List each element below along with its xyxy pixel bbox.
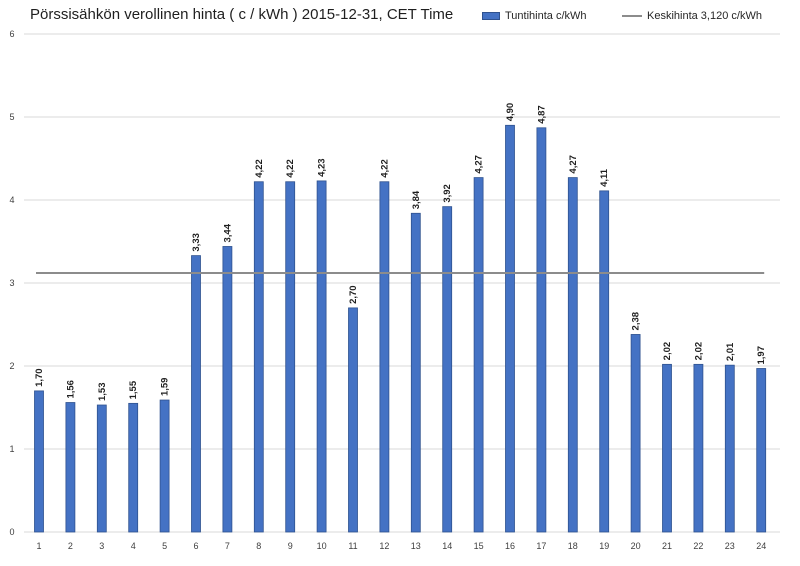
x-tick-label: 5 xyxy=(162,541,167,551)
x-tick-label: 14 xyxy=(442,541,452,551)
x-tick-label: 20 xyxy=(631,541,641,551)
x-tick-label: 10 xyxy=(317,541,327,551)
legend-bar-swatch xyxy=(482,12,500,20)
bar xyxy=(222,246,233,533)
bar xyxy=(379,181,390,533)
bar xyxy=(505,124,515,533)
data-label: 4,27 xyxy=(474,155,485,174)
data-label: 3,33 xyxy=(191,233,202,252)
data-label: 2,38 xyxy=(631,312,642,331)
x-tick-label: 15 xyxy=(474,541,484,551)
legend-item-hourly-price: Tuntihinta c/kWh xyxy=(482,10,587,22)
bar xyxy=(316,180,327,533)
data-label: 3,84 xyxy=(411,190,422,209)
bar xyxy=(410,212,421,533)
x-tick-label: 22 xyxy=(693,541,703,551)
data-label: 2,01 xyxy=(725,342,736,361)
bar xyxy=(191,255,201,533)
bar xyxy=(253,181,264,533)
x-tick-label: 7 xyxy=(225,541,230,551)
chart-title: Pörssisähkön verollinen hinta ( c / kWh … xyxy=(30,6,454,23)
data-label: 1,56 xyxy=(65,380,76,399)
bar xyxy=(693,363,704,533)
bar xyxy=(34,390,44,533)
bar xyxy=(65,402,76,533)
x-tick-label: 1 xyxy=(36,541,41,551)
y-tick-label: 1 xyxy=(9,444,14,454)
data-label: 4,22 xyxy=(285,159,296,178)
legend-label-hourly-price: Tuntihinta c/kWh xyxy=(505,10,587,22)
bar xyxy=(473,177,484,533)
data-label: 4,87 xyxy=(536,105,547,124)
bar xyxy=(536,127,547,533)
data-label: 1,70 xyxy=(34,368,45,387)
bar xyxy=(96,404,107,533)
x-tick-label: 24 xyxy=(756,541,766,551)
data-label: 4,22 xyxy=(254,159,265,178)
bar xyxy=(662,363,672,533)
x-tick-label: 4 xyxy=(131,541,136,551)
x-tick-label: 3 xyxy=(99,541,104,551)
x-tick-label: 2 xyxy=(68,541,73,551)
x-tick-label: 19 xyxy=(599,541,609,551)
data-label: 4,11 xyxy=(599,168,610,187)
data-label: 4,27 xyxy=(568,155,579,174)
x-tick-label: 8 xyxy=(256,541,261,551)
data-label: 1,53 xyxy=(97,383,108,402)
y-tick-label: 0 xyxy=(9,527,14,537)
legend-label-average-price: Keskihinta 3,120 c/kWh xyxy=(647,10,762,22)
data-label: 1,59 xyxy=(160,378,171,397)
x-tick-label: 6 xyxy=(193,541,198,551)
x-tick-label: 9 xyxy=(288,541,293,551)
bar xyxy=(128,402,139,533)
data-label: 1,55 xyxy=(128,380,139,399)
bar xyxy=(348,307,358,533)
data-label: 4,22 xyxy=(379,159,390,178)
x-tick-label: 18 xyxy=(568,541,578,551)
y-tick-label: 6 xyxy=(9,29,14,39)
x-tick-label: 23 xyxy=(725,541,735,551)
bar xyxy=(724,364,735,533)
y-tick-label: 3 xyxy=(9,278,14,288)
data-label: 1,97 xyxy=(756,346,767,365)
x-tick-label: 13 xyxy=(411,541,421,551)
data-label: 4,23 xyxy=(317,158,328,177)
bar xyxy=(756,368,767,533)
bar xyxy=(285,181,296,533)
data-label: 3,92 xyxy=(442,184,453,203)
x-tick-label: 11 xyxy=(348,541,357,551)
x-tick-label: 16 xyxy=(505,541,515,551)
x-tick-label: 21 xyxy=(662,541,672,551)
y-tick-label: 4 xyxy=(9,195,14,205)
bar xyxy=(630,334,641,533)
bar xyxy=(159,399,170,533)
y-tick-label: 2 xyxy=(9,361,14,371)
legend-item-average-price: Keskihinta 3,120 c/kWh xyxy=(622,10,762,22)
x-tick-label: 17 xyxy=(536,541,546,551)
data-label: 3,44 xyxy=(222,223,233,242)
x-tick-label: 12 xyxy=(379,541,389,551)
data-label: 4,90 xyxy=(505,103,516,122)
data-label: 2,02 xyxy=(662,342,673,361)
bar xyxy=(599,190,610,533)
data-label: 2,02 xyxy=(693,342,704,361)
legend-line-swatch xyxy=(622,15,642,17)
bar xyxy=(567,177,578,533)
bar xyxy=(442,206,453,533)
data-label: 2,70 xyxy=(348,285,359,304)
y-tick-label: 5 xyxy=(9,112,14,122)
